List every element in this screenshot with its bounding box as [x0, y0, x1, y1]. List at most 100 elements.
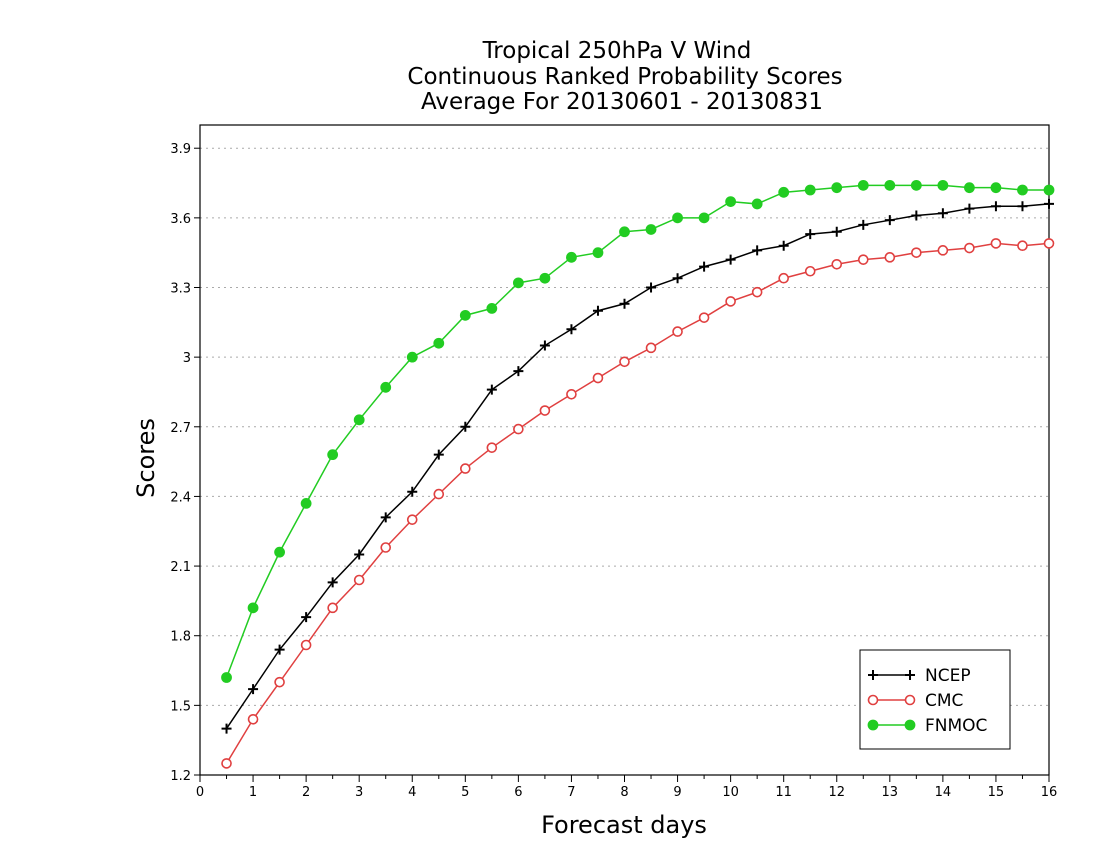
cmc-point	[566, 388, 577, 400]
fnmoc-point	[247, 602, 259, 614]
fnmoc-point	[884, 179, 896, 191]
ncep-point	[725, 254, 736, 265]
fnmoc-point	[459, 309, 471, 321]
cmc-point	[406, 514, 418, 525]
y-tick-label: 3.6	[170, 212, 191, 227]
cmc-point	[884, 252, 896, 263]
cmc-point	[698, 312, 710, 323]
fnmoc-point	[672, 212, 683, 224]
y-tick-label: 2.7	[170, 421, 191, 436]
legend-label-cmc: CMC	[925, 691, 963, 711]
ncep-point	[805, 229, 816, 240]
ncep-point	[592, 305, 603, 316]
cmc-point	[539, 405, 551, 416]
legend-item-fnmoc: FNMOC	[867, 716, 987, 736]
ncep-point	[990, 201, 1001, 212]
ncep-point	[858, 219, 869, 230]
legend-marker-fnmoc	[867, 719, 879, 731]
series-fnmoc	[221, 179, 1055, 683]
x-tick-label: 9	[673, 785, 681, 800]
series-ncep	[221, 198, 1054, 734]
ncep-point	[274, 644, 285, 655]
cmc-point	[592, 372, 604, 384]
cmc-point	[964, 242, 975, 254]
y-tick-label: 3	[183, 351, 191, 366]
ncep-point	[513, 366, 524, 377]
series	[221, 179, 1055, 769]
cmc-point	[619, 356, 630, 368]
ncep-point	[327, 577, 338, 588]
y-axis-ticks: 1.2 1.5 1.8 2.1 2.4 2.7 3 3.3 3.6 3.9	[170, 142, 200, 784]
fnmoc-point	[433, 337, 445, 349]
y-tick-label: 1.5	[170, 699, 191, 714]
cmc-point	[645, 342, 657, 354]
cmc-point	[433, 488, 445, 500]
cmc-point	[1043, 238, 1055, 249]
fnmoc-point	[300, 497, 312, 509]
legend: NCEP CMC FNMOC	[859, 649, 1011, 750]
cmc-point	[804, 265, 816, 277]
ncep-point	[380, 512, 391, 523]
cmc-point	[247, 713, 259, 725]
x-tick-label: 12	[828, 785, 845, 800]
ncep-point	[539, 340, 550, 351]
legend-label-fnmoc: FNMOC	[925, 716, 987, 736]
cmc-point	[274, 676, 285, 688]
y-tick-label: 1.8	[170, 630, 191, 645]
series-cmc	[221, 238, 1055, 769]
fnmoc-point	[804, 184, 816, 196]
ncep-point	[1044, 198, 1054, 209]
title-line-1: Tropical 250hPa V Wind	[482, 38, 752, 64]
fnmoc-point	[566, 251, 577, 263]
x-tick-label: 16	[1041, 785, 1058, 800]
title-line-2: Continuous Ranked Probability Scores	[407, 64, 842, 90]
fnmoc-point	[592, 247, 604, 259]
cmc-point	[513, 423, 524, 435]
x-tick-label: 7	[567, 785, 575, 800]
ncep-point	[433, 449, 444, 460]
x-tick-label: 15	[988, 785, 1005, 800]
legend-item-ncep: NCEP	[868, 666, 971, 686]
x-tick-label: 11	[775, 785, 792, 800]
cmc-point	[1017, 240, 1028, 252]
ncep-point	[646, 282, 657, 293]
x-tick-label: 4	[408, 785, 416, 800]
x-tick-label: 13	[882, 785, 899, 800]
cmc-point	[353, 574, 365, 586]
ncep-point	[1017, 201, 1028, 212]
legend-marker-fnmoc	[904, 719, 916, 731]
ncep-point	[248, 684, 259, 695]
cmc-point	[300, 639, 312, 651]
fnmoc-point	[1043, 184, 1055, 196]
y-tick-label: 2.1	[170, 560, 191, 575]
fnmoc-point	[831, 182, 843, 194]
fnmoc-point	[857, 179, 869, 191]
x-tick-label: 14	[935, 785, 952, 800]
cmc-point	[327, 602, 338, 614]
ncep-point	[301, 612, 312, 623]
fnmoc-point	[964, 182, 975, 194]
chart-title: Tropical 250hPa V Wind Continuous Ranked…	[407, 38, 842, 115]
cmc-point	[725, 296, 736, 307]
ncep-point	[752, 245, 763, 256]
title-line-3: Average For 20130601 - 20130831	[421, 89, 823, 115]
ncep-point	[407, 486, 418, 497]
y-axis-label: Scores	[132, 418, 160, 498]
fnmoc-point	[353, 414, 365, 426]
fnmoc-point	[751, 198, 763, 210]
cmc-point	[486, 442, 498, 453]
y-tick-label: 1.2	[170, 769, 191, 784]
y-tick-label: 3.3	[170, 282, 191, 297]
fnmoc-point	[990, 182, 1002, 194]
x-tick-label: 0	[196, 785, 204, 800]
cmc-point	[911, 247, 922, 258]
legend-marker-ncep	[868, 670, 878, 680]
x-axis-ticks: 0 1 2 3 4 5 6 7 8 9 10 11 12 13 14 15 16	[196, 775, 1057, 800]
fnmoc-point	[698, 212, 710, 224]
cmc-point	[857, 254, 869, 265]
fnmoc-point	[937, 179, 949, 191]
x-axis-label: Forecast days	[541, 811, 707, 839]
cmc-point	[831, 258, 843, 270]
ncep-point	[354, 549, 365, 560]
